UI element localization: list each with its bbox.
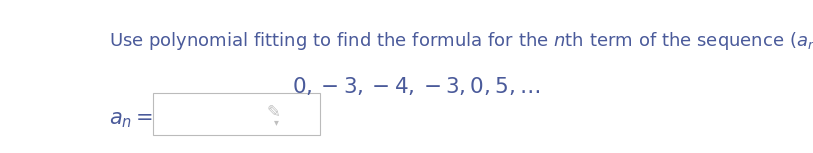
Text: $\mathrm{Use\ polynomial\ fitting\ to\ find\ the\ formula\ for\ the\ }\mathbf{\m: $\mathrm{Use\ polynomial\ fitting\ to\ f… — [109, 30, 813, 52]
Text: $0, -3, -4, -3, 0, 5, \ldots$: $0, -3, -4, -3, 0, 5, \ldots$ — [293, 75, 541, 97]
Text: $a_n =$: $a_n =$ — [109, 110, 154, 130]
Text: ✎: ✎ — [267, 103, 280, 121]
Text: ▾: ▾ — [274, 117, 279, 127]
FancyBboxPatch shape — [154, 93, 320, 135]
